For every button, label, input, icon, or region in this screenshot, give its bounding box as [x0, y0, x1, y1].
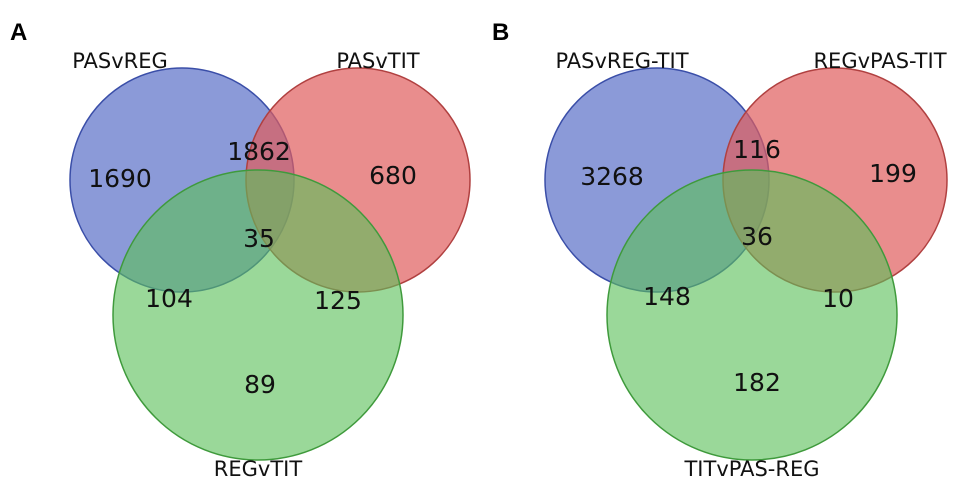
set-label-bottom: TITvPAS-REG [683, 457, 819, 481]
panel-b: B PASvREG-TIT REGvPAS-TIT TITvPAS-REG 32… [492, 19, 948, 481]
count-all-three: 36 [741, 222, 773, 251]
count-only-bottom: 182 [733, 368, 781, 397]
panel-a-letter: A [10, 19, 27, 46]
set-label-top-left: PASvREG-TIT [555, 49, 688, 73]
set-label-top-right: PASvTIT [336, 49, 419, 73]
panel-b-letter: B [492, 19, 509, 46]
count-only-top-right: 199 [869, 159, 917, 188]
set-label-bottom: REGvTIT [214, 457, 303, 481]
count-top-right-bottom: 10 [822, 284, 854, 313]
count-top-left-top-right: 1862 [227, 137, 291, 166]
count-top-left-top-right: 116 [733, 135, 781, 164]
panel-a: A PASvREG PASvTIT REGvTIT 1690 1862 680 … [10, 19, 471, 481]
count-top-right-bottom: 125 [314, 286, 362, 315]
set-circle-regvtit [112, 169, 404, 461]
set-label-top-right: REGvPAS-TIT [813, 49, 946, 73]
set-circle-titvpas-reg [606, 169, 898, 461]
count-top-left-bottom: 104 [145, 284, 193, 313]
count-all-three: 35 [243, 224, 275, 253]
count-only-top-left: 3268 [580, 162, 644, 191]
count-only-top-left: 1690 [88, 164, 152, 193]
count-only-top-right: 680 [369, 161, 417, 190]
set-label-top-left: PASvREG [72, 49, 168, 73]
count-only-bottom: 89 [244, 370, 276, 399]
count-top-left-bottom: 148 [643, 282, 691, 311]
